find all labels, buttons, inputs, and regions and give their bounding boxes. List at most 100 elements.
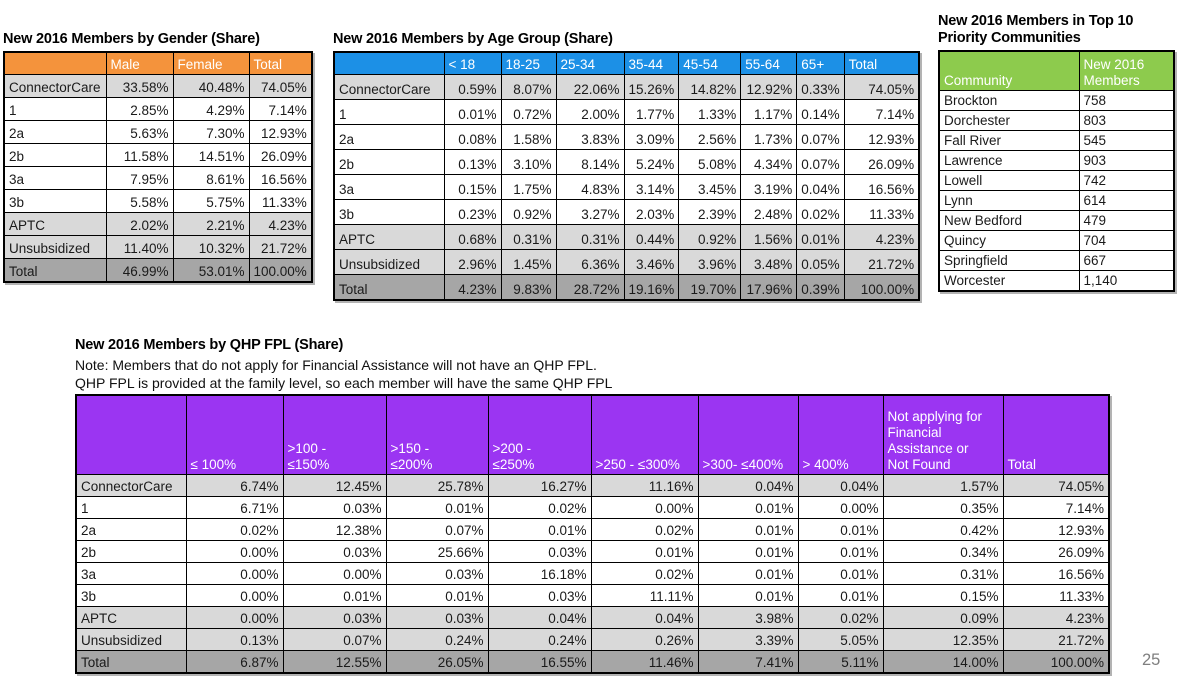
data-cell: 8.14%	[555, 149, 625, 175]
data-cell: 11.40%	[105, 235, 174, 259]
column-header: Community	[938, 50, 1080, 91]
data-cell: 0.01%	[385, 496, 489, 519]
data-cell: 0.31%	[555, 224, 625, 250]
row-label: ConnectorCare	[3, 74, 107, 98]
data-cell: 3.45%	[678, 174, 742, 200]
data-cell: 3.96%	[678, 249, 742, 275]
row-label: 3b	[75, 584, 187, 607]
community-table-title: New 2016 Members in Top 10 Priority Comm…	[938, 13, 1134, 46]
data-cell: 3.19%	[740, 174, 798, 200]
data-cell: 545	[1078, 130, 1175, 151]
row-label: Unsubsidized	[3, 235, 107, 259]
data-cell: 0.00%	[185, 562, 284, 585]
table-row: 2a 0.02% 12.38% 0.07% 0.01% 0.02% 0.01% 0.01% 0.…	[75, 518, 1110, 541]
data-cell: 1.17%	[740, 99, 798, 125]
column-header: >200 - ≤250%	[487, 394, 592, 475]
data-cell: 46.99%	[105, 258, 174, 283]
data-cell: 7.41%	[697, 650, 799, 674]
column-header: 65+	[796, 51, 845, 75]
table-row: Total 4.23% 9.83% 28.72% 19.16% 19.70% 17.96% 0…	[333, 274, 920, 301]
data-cell: 8.61%	[172, 166, 250, 190]
data-cell: 11.46%	[590, 650, 699, 674]
column-header	[3, 51, 107, 75]
data-cell: 903	[1078, 150, 1175, 171]
table-row: Total 6.87% 12.55% 26.05% 16.55% 11.46% 7.41% 5…	[75, 650, 1110, 674]
data-cell: 7.14%	[843, 99, 920, 125]
data-cell: 0.05%	[796, 249, 845, 275]
data-cell: 0.42%	[882, 518, 1004, 541]
row-label: 1	[3, 97, 107, 121]
data-cell: 4.34%	[740, 149, 798, 175]
data-cell: 0.03%	[487, 540, 592, 563]
table-row: 2b 0.00% 0.03% 25.66% 0.03% 0.01% 0.01% 0.01% 0.…	[75, 540, 1110, 563]
data-cell: 0.01%	[282, 584, 387, 607]
table-row: Dorchester 803	[938, 110, 1175, 131]
data-cell: 21.72%	[843, 249, 920, 275]
data-cell: 0.01%	[487, 518, 592, 541]
data-cell: 0.00%	[282, 562, 387, 585]
column-header: 45-54	[678, 51, 742, 75]
data-cell: 0.03%	[282, 496, 387, 519]
data-cell: 74.05%	[1002, 474, 1110, 497]
data-cell: 0.01%	[443, 99, 502, 125]
data-cell: 0.03%	[282, 606, 387, 629]
data-cell: 15.26%	[623, 74, 680, 100]
column-header: New 2016 Members	[1078, 50, 1175, 91]
data-cell: 0.72%	[500, 99, 557, 125]
data-cell: 3.14%	[623, 174, 680, 200]
data-cell: 74.05%	[248, 74, 313, 98]
data-cell: 3.98%	[697, 606, 799, 629]
table-row: 1 2.85% 4.29% 7.14%	[3, 97, 313, 121]
data-cell: 14.82%	[678, 74, 742, 100]
row-label: Worcester	[938, 270, 1080, 292]
data-cell: 0.07%	[282, 628, 387, 651]
age-table-title: New 2016 Members by Age Group (Share)	[333, 31, 613, 47]
gender-share-section: New 2016 Members by Gender (Share) Male F…	[3, 31, 313, 283]
data-cell: 11.33%	[248, 189, 313, 213]
data-cell: 0.00%	[590, 496, 699, 519]
data-cell: 2.85%	[105, 97, 174, 121]
data-cell: 0.15%	[882, 584, 1004, 607]
header-row: Community New 2016 Members	[938, 50, 1175, 91]
row-label: 2b	[333, 149, 445, 175]
data-cell: 12.45%	[282, 474, 387, 497]
data-cell: 3.39%	[697, 628, 799, 651]
data-cell: 5.05%	[797, 628, 884, 651]
table-row: 3b 0.23% 0.92% 3.27% 2.03% 2.39% 2.48% 0.02% 11.…	[333, 199, 920, 225]
data-cell: 25.78%	[385, 474, 489, 497]
data-cell: 12.92%	[740, 74, 798, 100]
data-cell: 0.09%	[882, 606, 1004, 629]
data-cell: 1.57%	[882, 474, 1004, 497]
row-label: 3b	[333, 199, 445, 225]
data-cell: 614	[1078, 190, 1175, 211]
data-cell: 7.14%	[1002, 496, 1110, 519]
data-cell: 0.39%	[796, 274, 845, 301]
data-cell: 4.23%	[248, 212, 313, 236]
data-cell: 0.92%	[500, 199, 557, 225]
row-label: 1	[333, 99, 445, 125]
table-row: 2a 0.08% 1.58% 3.83% 3.09% 2.56% 1.73% 0.07% 12.…	[333, 124, 920, 150]
table-row: ConnectorCare 33.58% 40.48% 74.05%	[3, 74, 313, 98]
data-cell: 2.56%	[678, 124, 742, 150]
data-cell: 9.83%	[500, 274, 557, 301]
data-cell: 0.04%	[697, 474, 799, 497]
table-row: 3a 0.15% 1.75% 4.83% 3.14% 3.45% 3.19% 0.04% 16.…	[333, 174, 920, 200]
row-label: Total	[3, 258, 107, 283]
table-row: Unsubsidized 2.96% 1.45% 6.36% 3.46% 3.96% 3.4…	[333, 249, 920, 275]
data-cell: 0.01%	[797, 540, 884, 563]
data-cell: 0.01%	[697, 518, 799, 541]
qhp-fpl-table: ≤ 100% >100 - ≤150% >150 - ≤200% >200 - ≤25…	[75, 394, 1110, 674]
table-row: Fall River 545	[938, 130, 1175, 151]
data-cell: 26.09%	[1002, 540, 1110, 563]
data-cell: 14.51%	[172, 143, 250, 167]
table-row: 3a 0.00% 0.00% 0.03% 16.18% 0.02% 0.01% 0.01% 0.…	[75, 562, 1110, 585]
data-cell: 8.07%	[500, 74, 557, 100]
data-cell: 0.01%	[697, 496, 799, 519]
row-label: 3a	[75, 562, 187, 585]
row-label: APTC	[333, 224, 445, 250]
data-cell: 758	[1078, 90, 1175, 111]
fpl-table-title: New 2016 Members by QHP FPL (Share)	[75, 337, 344, 353]
data-cell: 0.02%	[487, 496, 592, 519]
column-header: >250 - ≤300%	[590, 394, 699, 475]
data-cell: 1,140	[1078, 270, 1175, 292]
